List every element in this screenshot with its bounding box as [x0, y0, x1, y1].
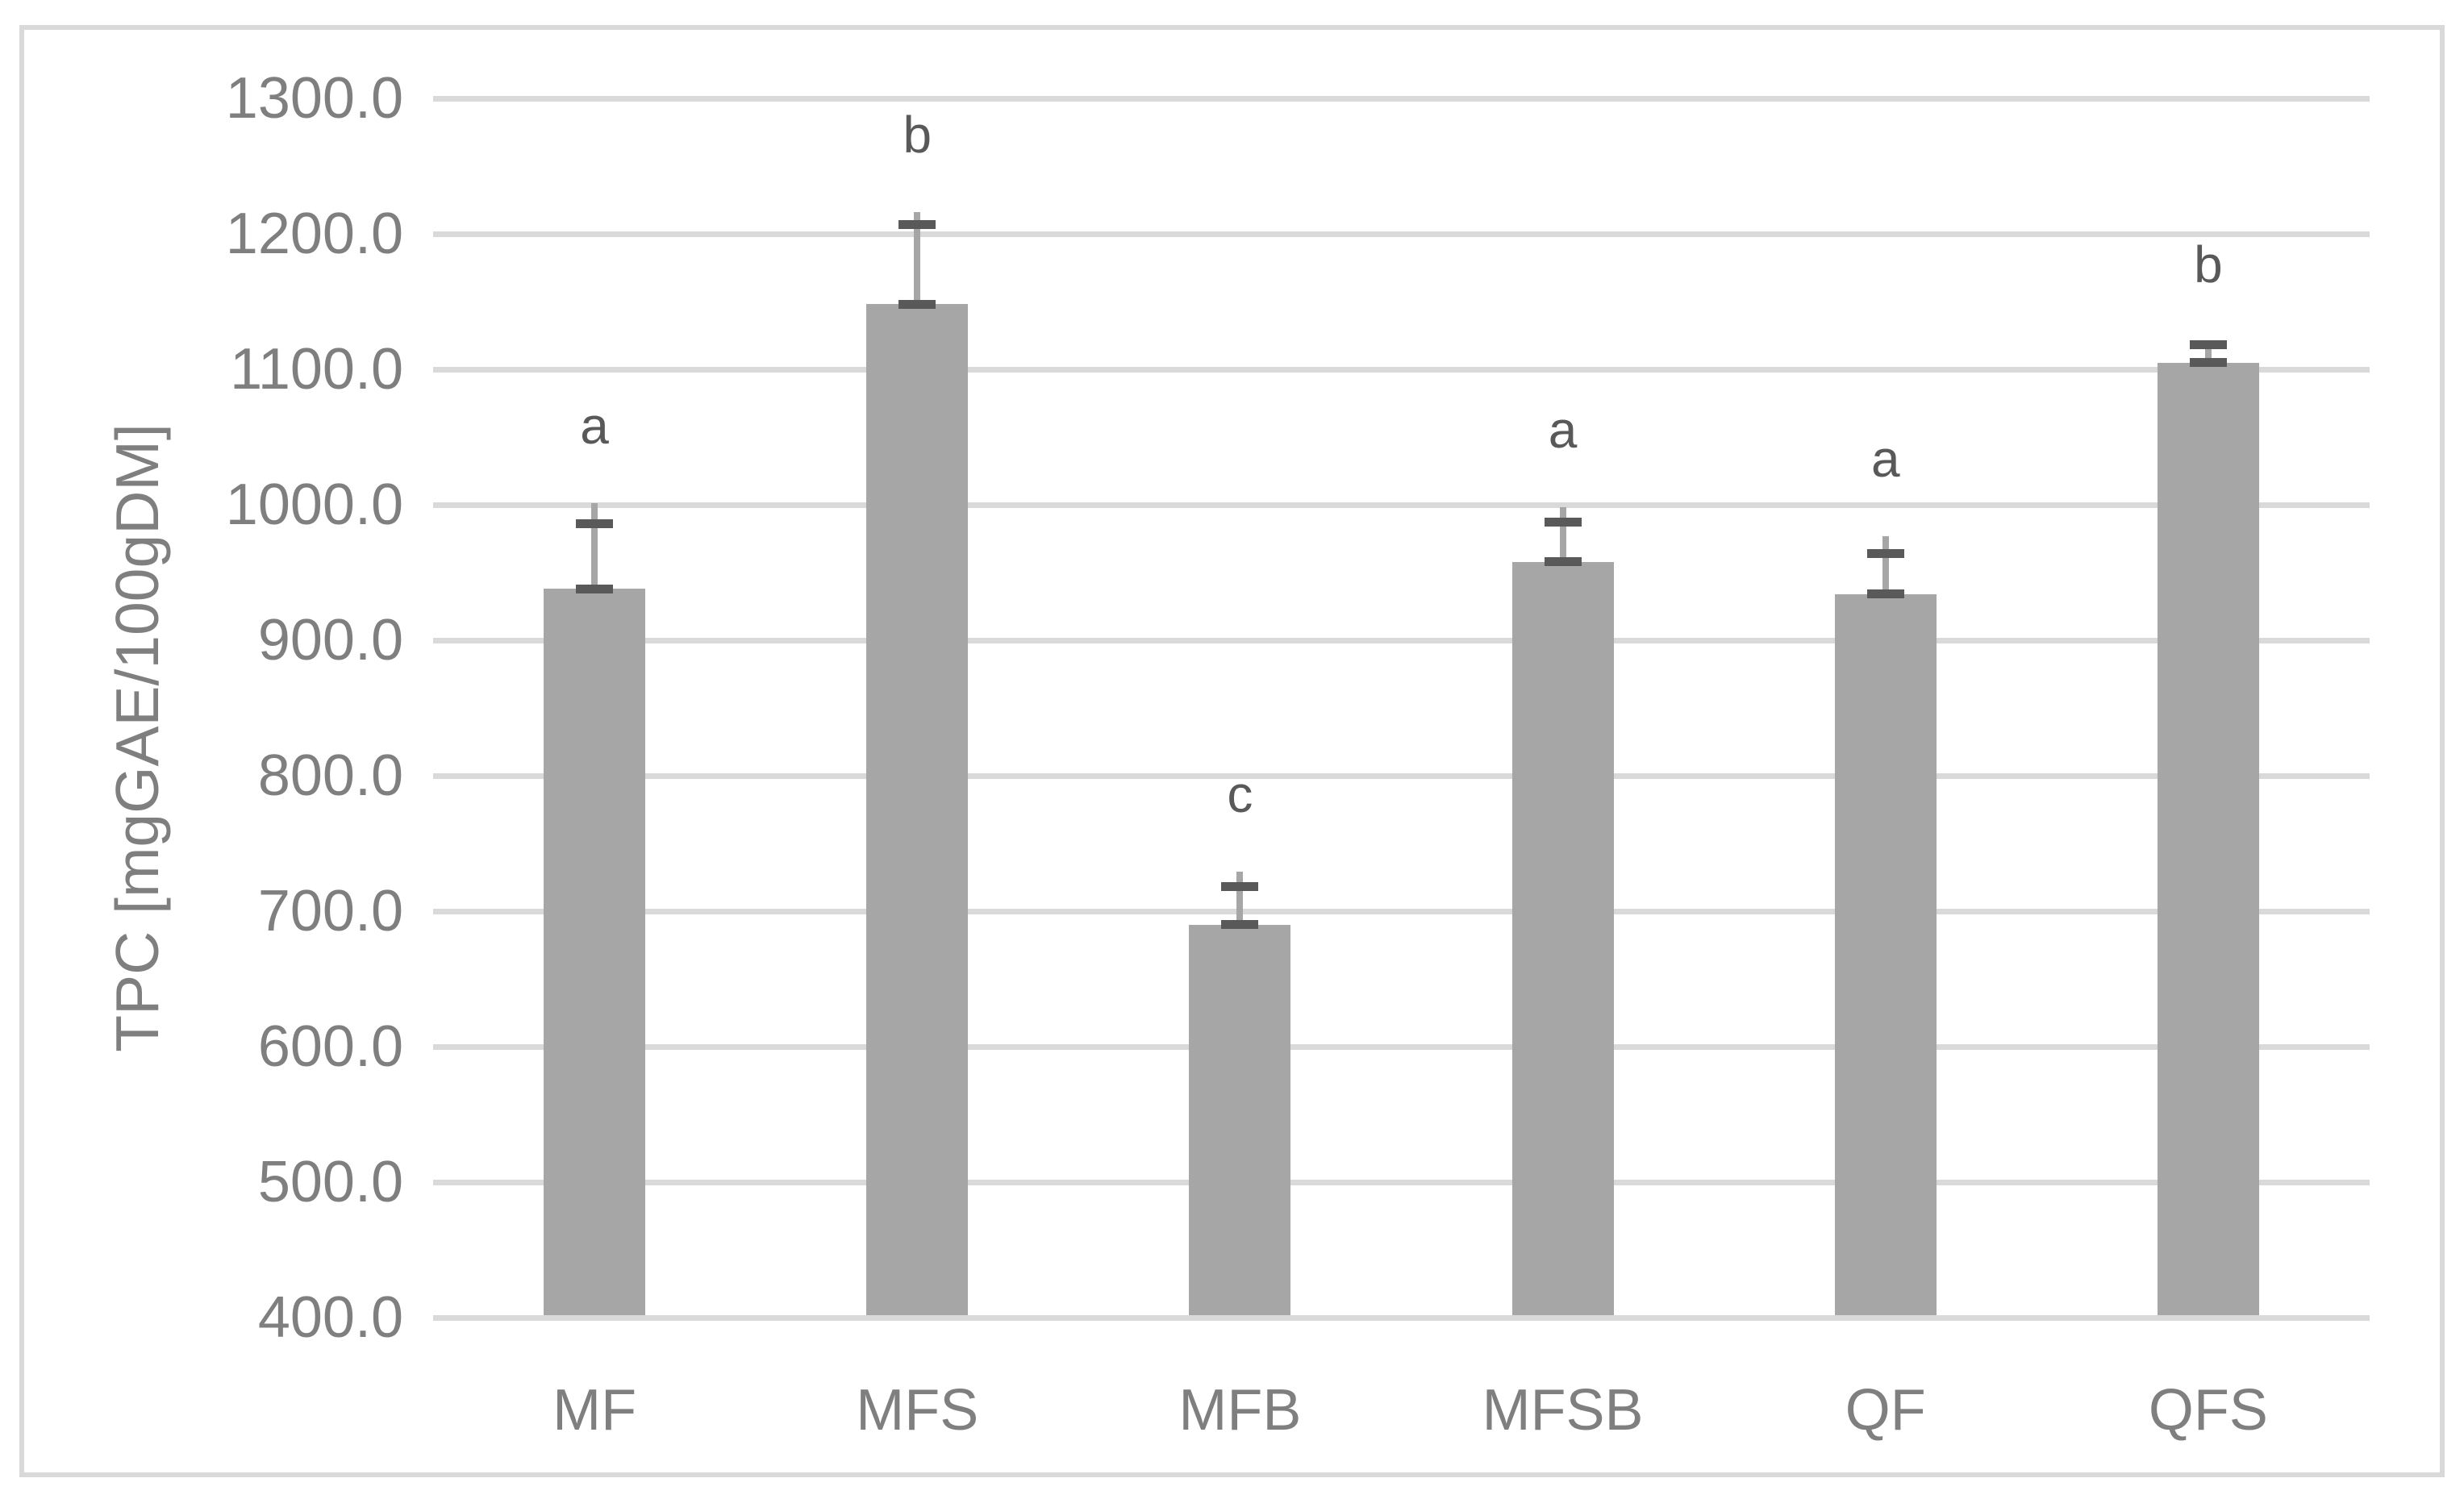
gridline-800 — [433, 772, 2370, 779]
error-bar-line-MFSB — [1559, 507, 1566, 562]
bar-MFSB — [1511, 561, 1614, 1315]
y-tick-label-500: 500.0 — [257, 1150, 403, 1214]
error-bar-bottom-cap-QF — [1866, 589, 1904, 599]
y-tick-label-900: 900.0 — [257, 608, 403, 672]
error-bar-line-MF — [591, 503, 598, 589]
error-bar-bottom-cap-QFS — [2189, 358, 2227, 368]
y-tick-label-1100: 1100.0 — [230, 337, 403, 402]
error-bar-line-MFS — [914, 212, 921, 305]
x-axis-label-QFS: QFS — [2148, 1378, 2268, 1443]
bar-QF — [1834, 593, 1937, 1315]
error-bar-top-cap-QFS — [2189, 340, 2227, 350]
significance-letter-MF: a — [580, 397, 609, 456]
y-tick-label-1200: 1200.0 — [225, 202, 403, 266]
plot-area: a b c a a b — [433, 95, 2370, 1321]
error-bar-line-QF — [1882, 535, 1889, 594]
gridline-600 — [433, 1043, 2370, 1050]
error-bar-top-cap-MFSB — [1544, 518, 1582, 527]
x-axis-label-QF: QF — [1845, 1378, 1926, 1443]
y-tick-label-800: 800.0 — [257, 743, 403, 808]
gridline-1300 — [433, 95, 2370, 102]
error-bar-bottom-cap-MFB — [1221, 920, 1259, 930]
gridline-1100 — [433, 366, 2370, 373]
error-bar-top-cap-QF — [1866, 548, 1904, 558]
gridline-400 — [433, 1314, 2370, 1321]
y-tick-label-700: 700.0 — [257, 879, 403, 943]
x-axis-label-MFS: MFS — [856, 1378, 979, 1443]
bar-MFB — [1189, 924, 1291, 1315]
y-tick-label-400: 400.0 — [257, 1285, 403, 1350]
error-bar-top-cap-MF — [576, 519, 614, 529]
significance-letter-QF: a — [1870, 429, 1900, 488]
bar-MFS — [866, 304, 969, 1315]
gridline-500 — [433, 1179, 2370, 1185]
y-tick-label-1000: 1000.0 — [225, 473, 403, 537]
bar-QFS — [2157, 362, 2259, 1315]
error-bar-top-cap-MFS — [898, 219, 936, 229]
bar-MF — [544, 589, 646, 1315]
error-bar-line-QFS — [2204, 342, 2212, 363]
error-bar-top-cap-MFB — [1221, 882, 1259, 892]
x-axis-label-MFSB: MFSB — [1482, 1378, 1644, 1443]
x-axis-label-MFB: MFB — [1178, 1378, 1302, 1443]
gridline-700 — [433, 908, 2370, 914]
x-axis-label-MF: MF — [552, 1378, 637, 1443]
significance-letter-MFS: b — [903, 106, 932, 164]
error-bar-bottom-cap-MFS — [898, 299, 936, 309]
gridline-1000 — [433, 502, 2370, 508]
error-bar-bottom-cap-MFSB — [1544, 557, 1582, 567]
gridline-900 — [433, 637, 2370, 643]
y-tick-label-600: 600.0 — [257, 1014, 403, 1079]
error-bar-bottom-cap-MF — [576, 584, 614, 593]
error-bar-line-MFB — [1236, 872, 1244, 925]
y-tick-label-1300: 1300.0 — [225, 66, 403, 131]
significance-letter-MFSB: a — [1548, 401, 1578, 460]
gridline-1200 — [433, 231, 2370, 237]
significance-letter-MFB: c — [1227, 765, 1253, 824]
significance-letter-QFS: b — [2194, 235, 2223, 294]
